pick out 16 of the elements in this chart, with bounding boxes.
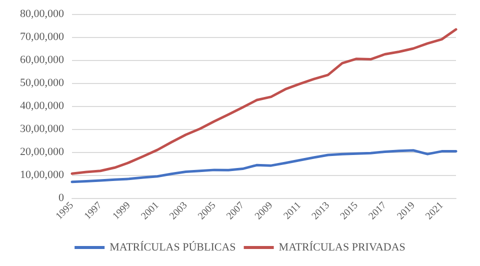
line-series xyxy=(70,149,458,184)
x-tick-label: 2021 xyxy=(424,200,446,222)
y-tick-label: 10,00,000 xyxy=(20,169,64,181)
y-tick-label: 20,00,000 xyxy=(20,146,64,158)
y-tick-label: 40,00,000 xyxy=(20,100,64,112)
legend-label: MATRÍCULAS PÚBLICAS xyxy=(110,240,236,254)
x-tick-label: 2001 xyxy=(139,200,162,222)
y-tick-label: 0 xyxy=(58,192,64,204)
line-series xyxy=(70,28,458,175)
y-tick-label: 50,00,000 xyxy=(20,77,64,89)
y-tick-label: 70,00,000 xyxy=(20,31,64,43)
legend-label: MATRÍCULAS PRIVADAS xyxy=(278,240,406,254)
y-tick-label: 80,00,000 xyxy=(20,8,64,20)
y-tick-label: 30,00,000 xyxy=(20,123,64,135)
x-tick-label: 2011 xyxy=(282,200,304,222)
y-tick-label: 60,00,000 xyxy=(20,54,64,66)
